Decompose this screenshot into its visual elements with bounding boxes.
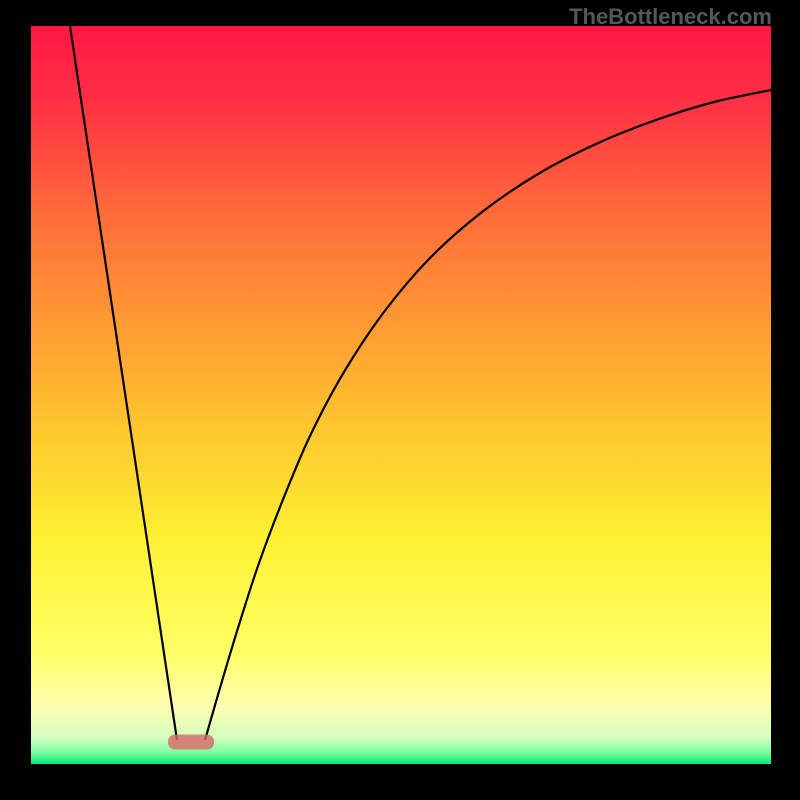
bottleneck-chart (0, 0, 800, 800)
bottleneck-marker (168, 735, 214, 750)
watermark-text: TheBottleneck.com (569, 4, 772, 30)
chart-container: TheBottleneck.com (0, 0, 800, 800)
plot-background (31, 26, 771, 764)
